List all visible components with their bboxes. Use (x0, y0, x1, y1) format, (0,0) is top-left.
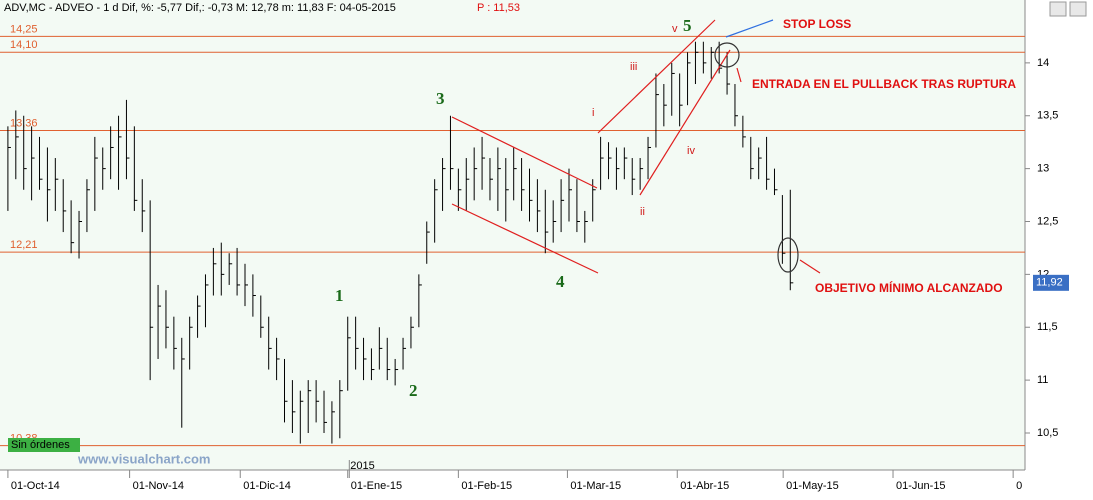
y-tick-label: 13 (1037, 163, 1049, 175)
wave-label: 1 (335, 286, 344, 305)
annotation: ENTRADA EN EL PULLBACK TRAS RUPTURA (752, 77, 1016, 91)
y-tick-label: 14 (1037, 57, 1049, 69)
level-label: 14,10 (10, 39, 38, 51)
y-tick-label: 12,5 (1037, 215, 1058, 227)
header-price: P : 11,53 (477, 2, 520, 14)
y-tick-label: 11,5 (1037, 321, 1058, 333)
year-label: 2015 (350, 460, 374, 472)
x-tick-label: 0 (1016, 480, 1022, 492)
x-tick-label: 01-Oct-14 (11, 480, 60, 492)
x-tick-label: 01-May-15 (786, 480, 839, 492)
bars (7, 41, 794, 444)
wave-label: i (592, 107, 594, 119)
y-tick-label: 13,5 (1037, 110, 1058, 122)
wave-label: iii (630, 61, 637, 73)
y-tick-label: 11 (1037, 374, 1048, 386)
trend-line (639, 49, 731, 196)
last-price-label: 11,92 (1036, 277, 1063, 289)
watermark: www.visualchart.com (77, 451, 210, 466)
wave-label: 5 (683, 16, 692, 35)
x-tick-label: 01-Nov-14 (133, 480, 184, 492)
marker-ellipse (777, 237, 799, 273)
wave-label: iv (687, 145, 695, 157)
plot-area (0, 0, 1025, 470)
x-tick-label: 01-Mar-15 (570, 480, 621, 492)
wave-label: 4 (556, 272, 565, 291)
pointer-line (736, 67, 742, 83)
wave-label: 3 (436, 89, 445, 108)
trend-line (451, 203, 599, 274)
wave-label: v (672, 23, 678, 35)
annotation: STOP LOSS (783, 17, 851, 31)
pointer-line (799, 259, 821, 274)
level-label: 12,21 (10, 239, 38, 251)
trend-line (451, 116, 598, 189)
x-tick-label: 01-Feb-15 (461, 480, 512, 492)
level-label: 14,25 (10, 23, 38, 35)
window-button[interactable] (1049, 1, 1067, 17)
x-tick-label: 01-Dic-14 (243, 480, 291, 492)
annotation: OBJETIVO MÍNIMO ALCANZADO (815, 280, 1003, 295)
x-tick-label: 01-Abr-15 (680, 480, 729, 492)
x-tick-label: 01-Ene-15 (351, 480, 402, 492)
drawings (451, 19, 821, 274)
marker-circle (714, 42, 740, 68)
window-button[interactable] (1069, 1, 1087, 17)
last-price-box (1033, 274, 1069, 291)
orders-box (8, 438, 80, 452)
orders-text: Sin órdenes (11, 439, 70, 451)
wave-label: 2 (409, 381, 418, 400)
axes: 10,5 11 11,5 1 2 12,5 13 13,5 14 01-Oct-14 01-Nov-… (7, 57, 1069, 492)
header: ADV,MC - ADVEO - 1 d Dif, %: -5,77 Dif,:… (4, 2, 396, 14)
x-tick-label: 01-Jun-15 (896, 480, 946, 492)
trend-line (597, 19, 716, 134)
y-tick-label: 10,5 (1037, 427, 1058, 439)
pointer-line (725, 19, 774, 38)
wave-label: ii (640, 206, 645, 218)
